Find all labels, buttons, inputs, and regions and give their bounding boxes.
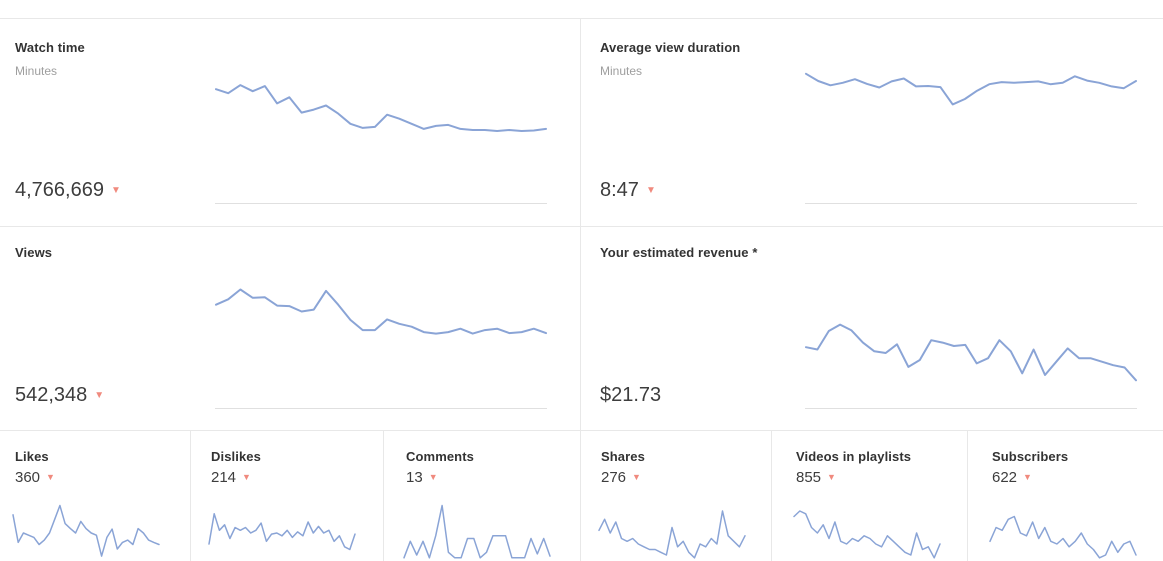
videos-in-playlists-title: Videos in playlists [796,449,912,464]
average-view-duration-axis-baseline [805,203,1137,204]
dislikes-value-row: 214 ▼ [211,469,251,486]
trend-down-icon: ▼ [46,472,55,482]
average-view-duration-title: Average view duration [600,40,741,55]
watch-time-card[interactable]: Watch time Minutes 4,766,669 ▼ [0,19,580,226]
dislikes-value: 214 [211,469,237,486]
subscribers-value-row: 622 ▼ [992,469,1032,486]
videos-in-playlists-card[interactable]: Videos in playlists 855 ▼ [772,431,967,561]
divider-vertical-mini-3 [771,431,772,561]
views-axis-baseline [215,408,547,409]
trend-down-icon: ▼ [94,389,105,401]
divider-vertical-center [580,19,581,561]
shares-card[interactable]: Shares 276 ▼ [581,431,771,561]
divider-horizontal-top [0,18,1163,19]
estimated-revenue-value-row: $21.73 [600,384,661,407]
watch-time-value-row: 4,766,669 ▼ [15,179,121,202]
comments-title: Comments [406,449,474,464]
divider-vertical-mini-1 [190,431,191,561]
trend-down-icon: ▼ [632,472,641,482]
watch-time-axis-baseline [215,203,547,204]
dislikes-card[interactable]: Dislikes 214 ▼ [191,431,383,561]
watch-time-unit: Minutes [15,64,58,78]
shares-value-row: 276 ▼ [601,469,641,486]
trend-down-icon: ▼ [242,472,251,482]
dislikes-sparkline [208,504,356,561]
views-title: Views [15,245,53,260]
likes-title: Likes [15,449,49,464]
average-view-duration-unit: Minutes [600,64,643,78]
watch-time-title: Watch time [15,40,85,55]
divider-horizontal-row1-row2 [0,226,1163,227]
videos-in-playlists-sparkline [793,504,941,561]
shares-value: 276 [601,469,627,486]
divider-horizontal-row2-row3 [0,430,1163,431]
trend-down-icon: ▼ [428,472,438,482]
estimated-revenue-axis-baseline [805,408,1137,409]
average-view-duration-card[interactable]: Average view duration Minutes 8:47 ▼ [581,19,1163,226]
likes-value-row: 360 ▼ [15,469,55,486]
videos-in-playlists-value: 855 [796,469,822,486]
trend-down-icon: ▼ [827,472,836,482]
estimated-revenue-title: Your estimated revenue * [600,245,758,260]
estimated-revenue-card[interactable]: Your estimated revenue * $21.73 [581,227,1163,430]
views-value: 542,348 [15,384,88,406]
views-card[interactable]: Views 542,348 ▼ [0,227,580,430]
comments-value: 13 [406,469,423,486]
comments-card[interactable]: Comments 13 ▼ [384,431,580,561]
dislikes-title: Dislikes [211,449,261,464]
videos-in-playlists-value-row: 855 ▼ [796,469,836,486]
subscribers-card[interactable]: Subscribers 622 ▼ [968,431,1163,561]
watch-time-value: 4,766,669 [15,179,104,201]
likes-sparkline [12,504,160,561]
estimated-revenue-sparkline [805,322,1137,384]
estimated-revenue-value: $21.73 [600,384,662,406]
shares-sparkline [598,504,746,561]
divider-vertical-mini-2 [383,431,384,561]
average-view-duration-value-row: 8:47 ▼ [600,179,656,202]
comments-value-row: 13 ▼ [406,469,438,486]
trend-down-icon: ▼ [110,184,121,196]
trend-down-icon: ▼ [1023,472,1032,482]
comments-sparkline [403,504,551,561]
divider-vertical-mini-4 [967,431,968,561]
watch-time-sparkline [215,79,547,134]
average-view-duration-sparkline [805,70,1137,110]
trend-down-icon: ▼ [645,184,656,196]
likes-card[interactable]: Likes 360 ▼ [0,431,190,561]
shares-title: Shares [601,449,645,464]
views-sparkline [215,286,547,339]
average-view-duration-value: 8:47 [600,179,639,201]
subscribers-title: Subscribers [992,449,1069,464]
subscribers-value: 622 [992,469,1018,486]
views-value-row: 542,348 ▼ [15,384,104,407]
likes-value: 360 [15,469,41,486]
subscribers-sparkline [989,504,1137,561]
